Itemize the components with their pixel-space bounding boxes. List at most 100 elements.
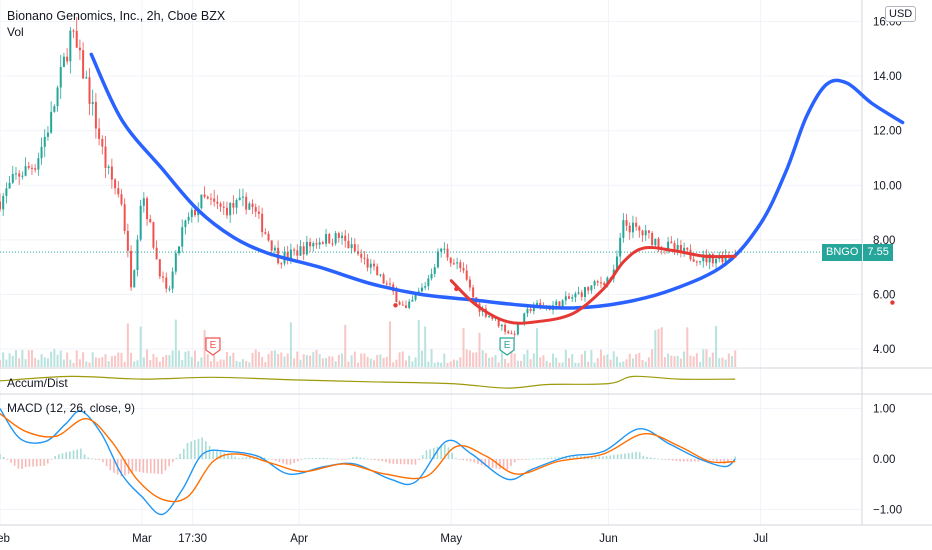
macd-histogram-bar (50, 459, 53, 460)
candle-body (366, 258, 369, 268)
time-tick-label: 17:30 (178, 533, 207, 545)
macd-histogram-bar (186, 442, 189, 459)
macd-histogram-bar (620, 453, 623, 459)
macd-histogram-bar (385, 459, 387, 463)
macd-histogram-bar (337, 459, 340, 460)
candle-body (590, 285, 593, 291)
macd-histogram-bar (682, 459, 685, 462)
macd-histogram-bar (289, 459, 292, 465)
volume-bar (571, 354, 574, 367)
macd-histogram-bar (407, 459, 409, 465)
macd-histogram-bar (510, 459, 512, 467)
volume-bar (270, 350, 273, 367)
macd-histogram-bar (72, 450, 75, 459)
macd-histogram-bar (241, 457, 244, 459)
candle-body (699, 261, 702, 263)
volume-bar (126, 323, 129, 367)
candle-body (532, 306, 535, 312)
volume-bar (341, 353, 344, 367)
macd-histogram-bar (35, 459, 38, 467)
volume-bar (325, 358, 328, 367)
macd-histogram-bar (605, 456, 608, 459)
macd-histogram-bar (602, 456, 604, 459)
candle-body (408, 301, 411, 308)
candle-body (165, 277, 168, 289)
macd-histogram-bar (646, 456, 648, 459)
macd-histogram-bar (432, 447, 435, 459)
macd-histogram-bar (300, 459, 303, 460)
volume-bar (689, 355, 692, 367)
candle-body (334, 233, 337, 244)
volume-bar (395, 359, 398, 367)
candle-body (162, 276, 165, 278)
macd-histogram-bar (304, 458, 306, 460)
volume-bar (526, 349, 529, 367)
volume-bar (267, 354, 270, 367)
candle-body (241, 196, 244, 198)
candle-body (78, 47, 81, 51)
candle-body (43, 136, 46, 147)
volume-bar (523, 354, 526, 367)
candle-body (619, 237, 622, 257)
macd-histogram-bar (135, 459, 137, 472)
earnings-marker-label: E (504, 340, 511, 351)
macd-histogram-bar (24, 459, 27, 468)
candle-body (229, 202, 232, 216)
macd-histogram-bar (716, 459, 718, 462)
macd-histogram-bar (624, 453, 626, 459)
price-tick-label: 10.00 (873, 180, 902, 192)
volume-bar (695, 353, 698, 367)
candle-body (465, 270, 468, 280)
volume-bar (5, 359, 8, 367)
candle-body (462, 268, 465, 271)
price-tick-label: 14.00 (873, 71, 902, 83)
volume-bar (174, 319, 177, 367)
candle-body (168, 288, 171, 290)
volume-bar (8, 353, 11, 367)
candle-body (603, 282, 606, 286)
volume-bar (30, 350, 33, 367)
candle-body (213, 198, 216, 202)
macd-histogram-bar (557, 457, 560, 459)
currency-button[interactable]: USD (885, 6, 917, 22)
volume-bar (101, 357, 104, 367)
volume-bar (552, 353, 555, 367)
candle-body (219, 203, 222, 207)
volume-bar (331, 356, 334, 367)
volume-bar (309, 355, 312, 367)
candle-body (580, 292, 583, 297)
volume-bar (440, 362, 443, 367)
macd-histogram-bar (671, 459, 674, 461)
candle-body (443, 248, 446, 250)
candle-body (130, 250, 133, 288)
volume-bar (587, 361, 590, 367)
volume-bar (414, 357, 417, 367)
volume-bar (663, 357, 666, 367)
forecast-dot (890, 300, 895, 305)
volume-bar (398, 352, 401, 367)
candle-body (596, 281, 599, 283)
volume-bar (37, 359, 40, 367)
volume-bar (532, 353, 535, 367)
candle-body (273, 247, 276, 251)
candle-body (414, 294, 417, 300)
volume-bar (363, 353, 366, 367)
earnings-marker[interactable]: E (499, 337, 515, 356)
volume-bar (155, 357, 158, 367)
volume-bar (296, 351, 299, 367)
volume-bar (596, 358, 599, 367)
volume-bar (264, 362, 267, 367)
candle-body (350, 244, 353, 249)
candle-body (184, 220, 187, 228)
volume-bar (376, 355, 379, 367)
volume-bar (465, 349, 468, 367)
volume-bar (82, 352, 85, 367)
candle-body (88, 77, 91, 104)
earnings-marker[interactable]: E (205, 337, 221, 356)
macd-histogram-bar (429, 449, 431, 459)
macd-histogram-bar (153, 459, 156, 474)
macd-histogram-bar (444, 444, 446, 459)
macd-histogram-bar (616, 454, 619, 459)
